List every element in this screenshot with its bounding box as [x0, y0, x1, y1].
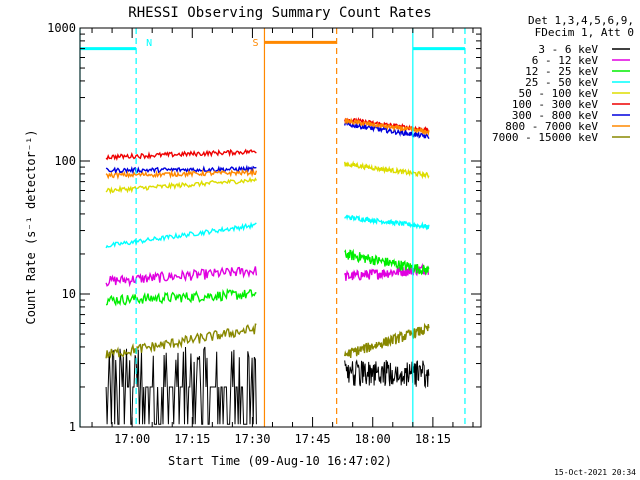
- series-layer: [105, 116, 430, 425]
- legend-entry: 12 - 25 keV: [525, 65, 630, 78]
- series-25-50-keV: [105, 214, 430, 249]
- series-line-7000-15000-keV-segment-2: [344, 322, 430, 358]
- footer-timestamp: 15-Oct-2021 20:34: [554, 468, 636, 477]
- series-line-800-7000-keV-segment-1: [105, 167, 258, 180]
- flag-marker-2: S: [252, 28, 338, 427]
- legend-label: 50 - 100 keV: [519, 87, 599, 100]
- y-tick-label: 100: [54, 154, 76, 168]
- flag-marker-3: [412, 28, 466, 427]
- legend-label: 300 - 800 keV: [512, 109, 598, 122]
- y-tick-label: 1: [69, 420, 76, 434]
- legend-entry: 100 - 300 keV: [512, 98, 630, 111]
- y-tick-label: 10: [62, 287, 76, 301]
- axis-layer: 1 10 100 1000 17:00 17:15 17:30 17:45 18:00 18:15: [47, 21, 481, 446]
- x-tick-label: 17:30: [234, 432, 270, 446]
- legend-label: 7000 - 15000 keV: [492, 131, 598, 144]
- legend-entry: 6 - 12 keV: [532, 54, 630, 67]
- legend-entry: 300 - 800 keV: [512, 109, 630, 122]
- series-6-12-keV: [105, 262, 430, 288]
- legend-label: 800 - 7000 keV: [505, 120, 598, 133]
- y-axis-label: Count Rate (s⁻¹ detector⁻¹): [24, 129, 38, 324]
- legend-label: 100 - 300 keV: [512, 98, 598, 111]
- x-axis-label: Start Time (09-Aug-10 16:47:02): [168, 454, 392, 468]
- series-300-800-keV: [105, 119, 430, 175]
- plot-frame: [79, 27, 482, 428]
- legend-header-line: FDecim 1, Att 0: [535, 26, 634, 39]
- series-line-6-12-keV-segment-1: [105, 266, 258, 288]
- legend-label: 12 - 25 keV: [525, 65, 598, 78]
- legend-label: 25 - 50 keV: [525, 76, 598, 89]
- series-line-100-300-keV-segment-1: [105, 148, 257, 161]
- series-50-100-keV: [105, 160, 430, 195]
- x-tick-label: 17:00: [114, 432, 150, 446]
- legend-entry: 800 - 7000 keV: [505, 120, 630, 133]
- x-tick-label: 17:15: [174, 432, 210, 446]
- series-line-12-25-keV-segment-1: [105, 287, 257, 307]
- legend-entry: 25 - 50 keV: [525, 76, 630, 89]
- y-tick-label: 1000: [47, 21, 76, 35]
- series-line-25-50-keV-segment-1: [105, 221, 257, 249]
- series-7000-15000-keV: [105, 322, 430, 359]
- series-line-300-800-keV-segment-2: [344, 119, 430, 140]
- flag-label: N: [146, 38, 152, 49]
- series-line-50-100-keV-segment-1: [105, 176, 258, 195]
- series-line-50-100-keV-segment-2: [344, 160, 430, 180]
- chart-title: RHESSI Observing Summary Count Rates: [128, 5, 431, 21]
- series-800-7000-keV: [105, 117, 430, 180]
- series-12-25-keV: [105, 248, 430, 307]
- series-line-12-25-keV-segment-2: [344, 248, 430, 276]
- x-tick-label: 17:45: [295, 432, 331, 446]
- series-line-3-6-keV-segment-1: [105, 346, 257, 425]
- legend-label: 6 - 12 keV: [532, 54, 599, 67]
- series-line-25-50-keV-segment-2: [344, 214, 430, 231]
- legend-entry: 50 - 100 keV: [519, 87, 630, 100]
- series-3-6-keV: [105, 346, 430, 425]
- series-line-7000-15000-keV-segment-1: [105, 323, 257, 359]
- legend: Det 1,3,4,5,6,9,FDecim 1, Att 0 3 - 6 keV…: [492, 14, 634, 144]
- legend-header-line: Det 1,3,4,5,6,9,: [528, 14, 634, 27]
- series-line-800-7000-keV-segment-2: [344, 117, 430, 137]
- flag-label: S: [252, 38, 258, 49]
- x-tick-label: 18:15: [415, 432, 451, 446]
- series-line-3-6-keV-segment-2: [344, 359, 430, 389]
- legend-label: 3 - 6 keV: [538, 43, 598, 56]
- legend-entry: 3 - 6 keV: [538, 43, 630, 56]
- legend-entry: 7000 - 15000 keV: [492, 131, 630, 144]
- series-line-300-800-keV-segment-1: [105, 164, 257, 175]
- x-tick-label: 18:00: [355, 432, 391, 446]
